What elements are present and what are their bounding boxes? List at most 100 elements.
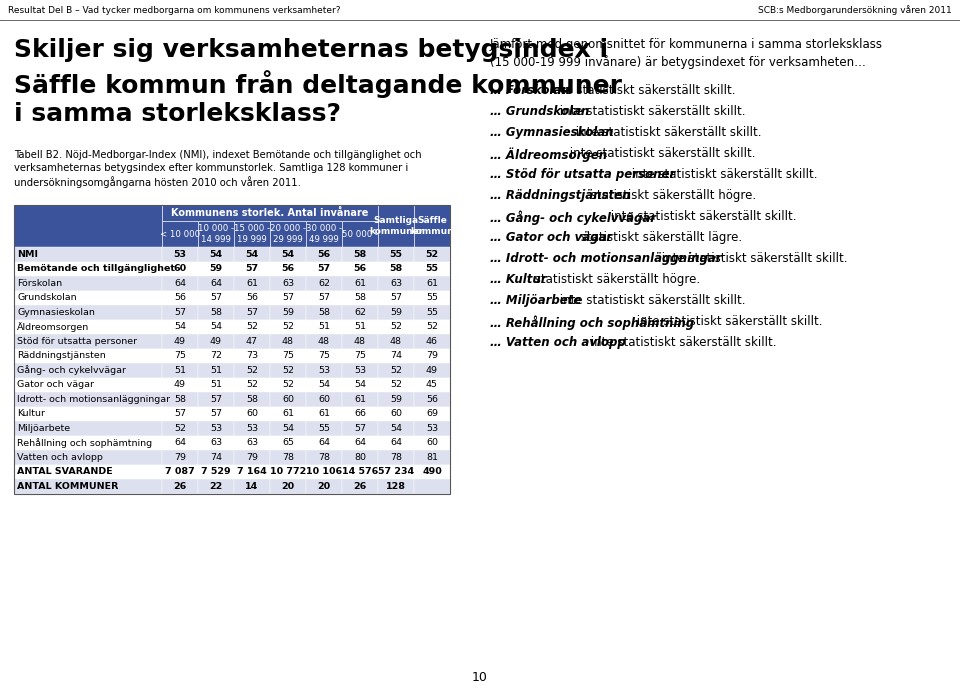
Bar (162, 305, 198, 319)
Text: 57: 57 (210, 409, 222, 418)
Bar (342, 363, 378, 378)
Bar (14, 363, 162, 378)
Bar (270, 305, 306, 319)
Text: Rehållning och sophämtning: Rehållning och sophämtning (17, 438, 152, 448)
Bar (306, 305, 342, 319)
Bar (162, 421, 198, 436)
Text: 51: 51 (210, 366, 222, 375)
Text: 15 000 -
19 999: 15 000 - 19 999 (234, 224, 270, 244)
Text: 490: 490 (422, 467, 442, 476)
Text: 53: 53 (246, 424, 258, 433)
Text: 52: 52 (282, 322, 294, 331)
Text: 57: 57 (246, 264, 258, 273)
Text: 52: 52 (426, 322, 438, 331)
Bar (14, 392, 162, 407)
Bar (270, 319, 306, 334)
Text: 57: 57 (210, 294, 222, 303)
Bar (342, 407, 378, 421)
Text: 56: 56 (353, 264, 367, 273)
Text: 10: 10 (472, 671, 488, 684)
Text: … Förskolan: … Förskolan (490, 84, 569, 97)
Text: NMI: NMI (17, 250, 38, 259)
Text: i samma storleksklass?: i samma storleksklass? (14, 102, 341, 126)
Text: 78: 78 (318, 452, 330, 462)
Bar (270, 436, 306, 450)
Text: 7 087: 7 087 (165, 467, 195, 476)
Bar (270, 479, 306, 493)
Text: … Räddningstjänsten: … Räddningstjänsten (490, 189, 631, 202)
Bar (414, 247, 450, 262)
Text: 64: 64 (210, 279, 222, 288)
Text: 56: 56 (426, 395, 438, 404)
Text: 64: 64 (174, 438, 186, 447)
Text: 14 576: 14 576 (342, 467, 378, 476)
Text: 54: 54 (210, 322, 222, 331)
Text: ANTAL SVARANDE: ANTAL SVARANDE (17, 467, 112, 476)
Text: 55: 55 (426, 307, 438, 316)
Text: 74: 74 (210, 452, 222, 462)
Bar (14, 205, 450, 493)
Bar (414, 305, 450, 319)
Text: 54: 54 (281, 250, 295, 259)
Text: … Äldreomsorgen: … Äldreomsorgen (490, 147, 607, 162)
Text: 78: 78 (390, 452, 402, 462)
Bar (198, 319, 234, 334)
Text: 69: 69 (426, 409, 438, 418)
Bar (306, 348, 342, 363)
Text: 58: 58 (210, 307, 222, 316)
Bar (234, 407, 270, 421)
Bar (414, 291, 450, 305)
Text: 55: 55 (390, 250, 402, 259)
Text: 75: 75 (174, 351, 186, 360)
Text: … Miljöarbete: … Miljöarbete (490, 294, 582, 307)
Text: inte statistiskt säkerställt skillt.: inte statistiskt säkerställt skillt. (571, 126, 761, 139)
Bar (342, 221, 378, 247)
Text: 7 529: 7 529 (202, 467, 230, 476)
Text: 61: 61 (318, 409, 330, 418)
Bar (162, 262, 198, 276)
Text: Jämfört med genomsnittet för kommunerna i samma storleksklass: Jämfört med genomsnittet för kommunerna … (490, 38, 883, 51)
Text: 20: 20 (281, 482, 295, 491)
Bar (414, 334, 450, 348)
Bar (342, 276, 378, 291)
Bar (198, 262, 234, 276)
Text: 47: 47 (246, 337, 258, 346)
Text: 61: 61 (426, 279, 438, 288)
Bar (342, 291, 378, 305)
Text: 49: 49 (426, 366, 438, 375)
Text: 7 164: 7 164 (237, 467, 267, 476)
Bar (162, 247, 198, 262)
Text: 61: 61 (246, 279, 258, 288)
Text: … Idrott- och motionsanläggningar: … Idrott- och motionsanläggningar (490, 252, 722, 265)
Text: 57: 57 (318, 294, 330, 303)
Bar (270, 276, 306, 291)
Bar (306, 276, 342, 291)
Text: 54: 54 (174, 322, 186, 331)
Text: 54: 54 (390, 424, 402, 433)
Bar (14, 450, 162, 464)
Text: 60: 60 (390, 409, 402, 418)
Text: 63: 63 (246, 438, 258, 447)
Text: Stöd för utsatta personer: Stöd för utsatta personer (17, 337, 137, 346)
Bar (414, 450, 450, 464)
Text: 75: 75 (354, 351, 366, 360)
Bar (270, 262, 306, 276)
Text: 10 106: 10 106 (306, 467, 342, 476)
Bar (378, 392, 414, 407)
Bar (306, 479, 342, 493)
Bar (342, 378, 378, 392)
Bar (306, 407, 342, 421)
Bar (378, 450, 414, 464)
Bar (342, 464, 378, 479)
Bar (342, 334, 378, 348)
Bar (234, 392, 270, 407)
Bar (270, 348, 306, 363)
Text: 61: 61 (354, 279, 366, 288)
Text: 79: 79 (426, 351, 438, 360)
Bar (198, 407, 234, 421)
Text: 63: 63 (282, 279, 294, 288)
Text: 10 772: 10 772 (270, 467, 306, 476)
Text: 56: 56 (174, 294, 186, 303)
Bar (306, 247, 342, 262)
Bar (342, 247, 378, 262)
